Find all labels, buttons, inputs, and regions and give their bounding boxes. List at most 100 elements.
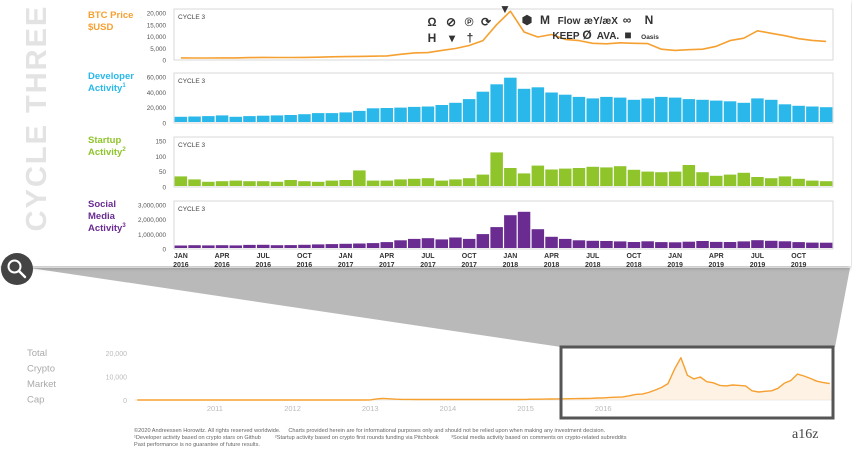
x-tick-year: 2016 [214, 262, 230, 269]
x-tick-month: JUL [586, 253, 600, 260]
market-cap-line [137, 357, 830, 401]
x-tick-month: OCT [791, 253, 807, 260]
market-cap-title-line: Total [27, 348, 47, 359]
dev-bar [613, 97, 627, 122]
dev-bar [751, 98, 764, 122]
startup-bar [339, 180, 352, 186]
startup-bar [366, 180, 380, 186]
startup-bar [627, 169, 641, 186]
startup-bar [325, 180, 339, 186]
startup-title-line: Startup [88, 135, 121, 146]
social-bar [819, 242, 833, 248]
startup-bar [229, 180, 242, 186]
magnifier-icon[interactable] [1, 253, 33, 285]
startup-bar [476, 174, 490, 186]
dev-bar [559, 94, 572, 122]
x-tick-month: APR [379, 253, 394, 260]
startup-bar [737, 172, 750, 186]
dev-bar [435, 105, 448, 122]
startup-bar [778, 176, 792, 186]
dev-bar [778, 104, 792, 122]
x-tick-month: JAN [174, 253, 188, 260]
x-tick-year: 2017 [338, 262, 354, 269]
btc-y-tick: 5,000 [150, 46, 166, 53]
social-bar [641, 241, 654, 248]
social-bar [421, 238, 435, 248]
social-bar [215, 245, 229, 248]
social-bar [792, 242, 805, 248]
x-tick-month: JAN [339, 253, 353, 260]
social-bar [174, 245, 188, 248]
project-logo: Ø [582, 28, 591, 42]
dev-bar [408, 106, 421, 122]
project-logo: ⬢ [522, 13, 532, 27]
project-logo: Oasis [641, 34, 659, 41]
startup-bar [641, 171, 654, 186]
startup-bar [559, 168, 572, 186]
dev-bar [572, 96, 586, 122]
project-logo: N [645, 13, 654, 27]
x-tick-year: 2018 [544, 262, 560, 269]
social-bar [504, 215, 517, 248]
footnote-2: ²Startup activity based on crypto first … [274, 435, 439, 442]
dev-bar [366, 108, 380, 122]
social-bar [778, 241, 792, 248]
btc-price-line [180, 10, 827, 59]
x-tick-year: 2018 [503, 262, 519, 269]
market-cap-x-tick: 2011 [207, 404, 223, 413]
dev-bar [353, 110, 366, 122]
startup-bar [600, 167, 613, 186]
social-bar [517, 211, 531, 248]
startup-bar [792, 178, 805, 186]
x-tick-year: 2016 [173, 262, 189, 269]
x-tick-month: JUL [751, 253, 765, 260]
footnote-3: ³Social media activity based on comments… [451, 435, 627, 442]
startup-bar [613, 166, 627, 186]
market-cap-y-tick: 20,000 [106, 351, 128, 358]
side-title: CYCLE THREE [21, 5, 53, 232]
startup-bar [696, 172, 709, 186]
footer: ©2020 Andreessen Horowitz. All rights re… [134, 428, 627, 450]
social-y-tick: 1,000,000 [138, 232, 167, 239]
market-cap-title-line: Market [27, 379, 56, 390]
social-bar [600, 241, 613, 248]
social-bar [339, 243, 352, 248]
dev-bar [202, 116, 215, 122]
dev-bar [243, 116, 256, 122]
dev-bar [284, 115, 297, 122]
startup-bar [394, 179, 407, 186]
btc-frame [173, 8, 834, 61]
startup-bar [284, 180, 297, 186]
project-logo: ■ [624, 28, 631, 42]
panels: CYCLE 3 BTC Price$USD 20,000 15,000 10,000 5,… [88, 8, 834, 254]
startup-bar [435, 180, 448, 186]
social-bar [408, 238, 421, 248]
social-bar [682, 241, 696, 248]
dev-title-line: Activity1 [88, 83, 126, 94]
startup-bar [806, 180, 819, 186]
market-cap-x-tick: 2012 [284, 404, 301, 413]
dev-bar [298, 114, 311, 122]
social-cycle-label: CYCLE 3 [178, 206, 205, 213]
social-bar [202, 245, 215, 248]
dev-bar [696, 99, 709, 122]
startup-title-sup: 2 [122, 147, 126, 153]
x-tick-year: 2016 [255, 262, 271, 269]
social-bar [765, 240, 778, 248]
dev-bar [449, 102, 462, 122]
social-bar [462, 238, 476, 248]
x-tick-year: 2019 [791, 262, 807, 269]
startup-cycle-label: CYCLE 3 [178, 142, 205, 149]
x-tick-month: JAN [668, 253, 682, 260]
startup-bar [723, 174, 737, 186]
startup-bar [380, 180, 393, 186]
startup-bar [531, 165, 545, 186]
dev-title-sup: 1 [122, 83, 126, 89]
startup-y-tick: 150 [155, 139, 166, 146]
social-bar [806, 242, 819, 248]
dev-bar [174, 116, 188, 122]
x-tick-month: JUL [257, 253, 271, 260]
zoom-projection [30, 268, 850, 347]
